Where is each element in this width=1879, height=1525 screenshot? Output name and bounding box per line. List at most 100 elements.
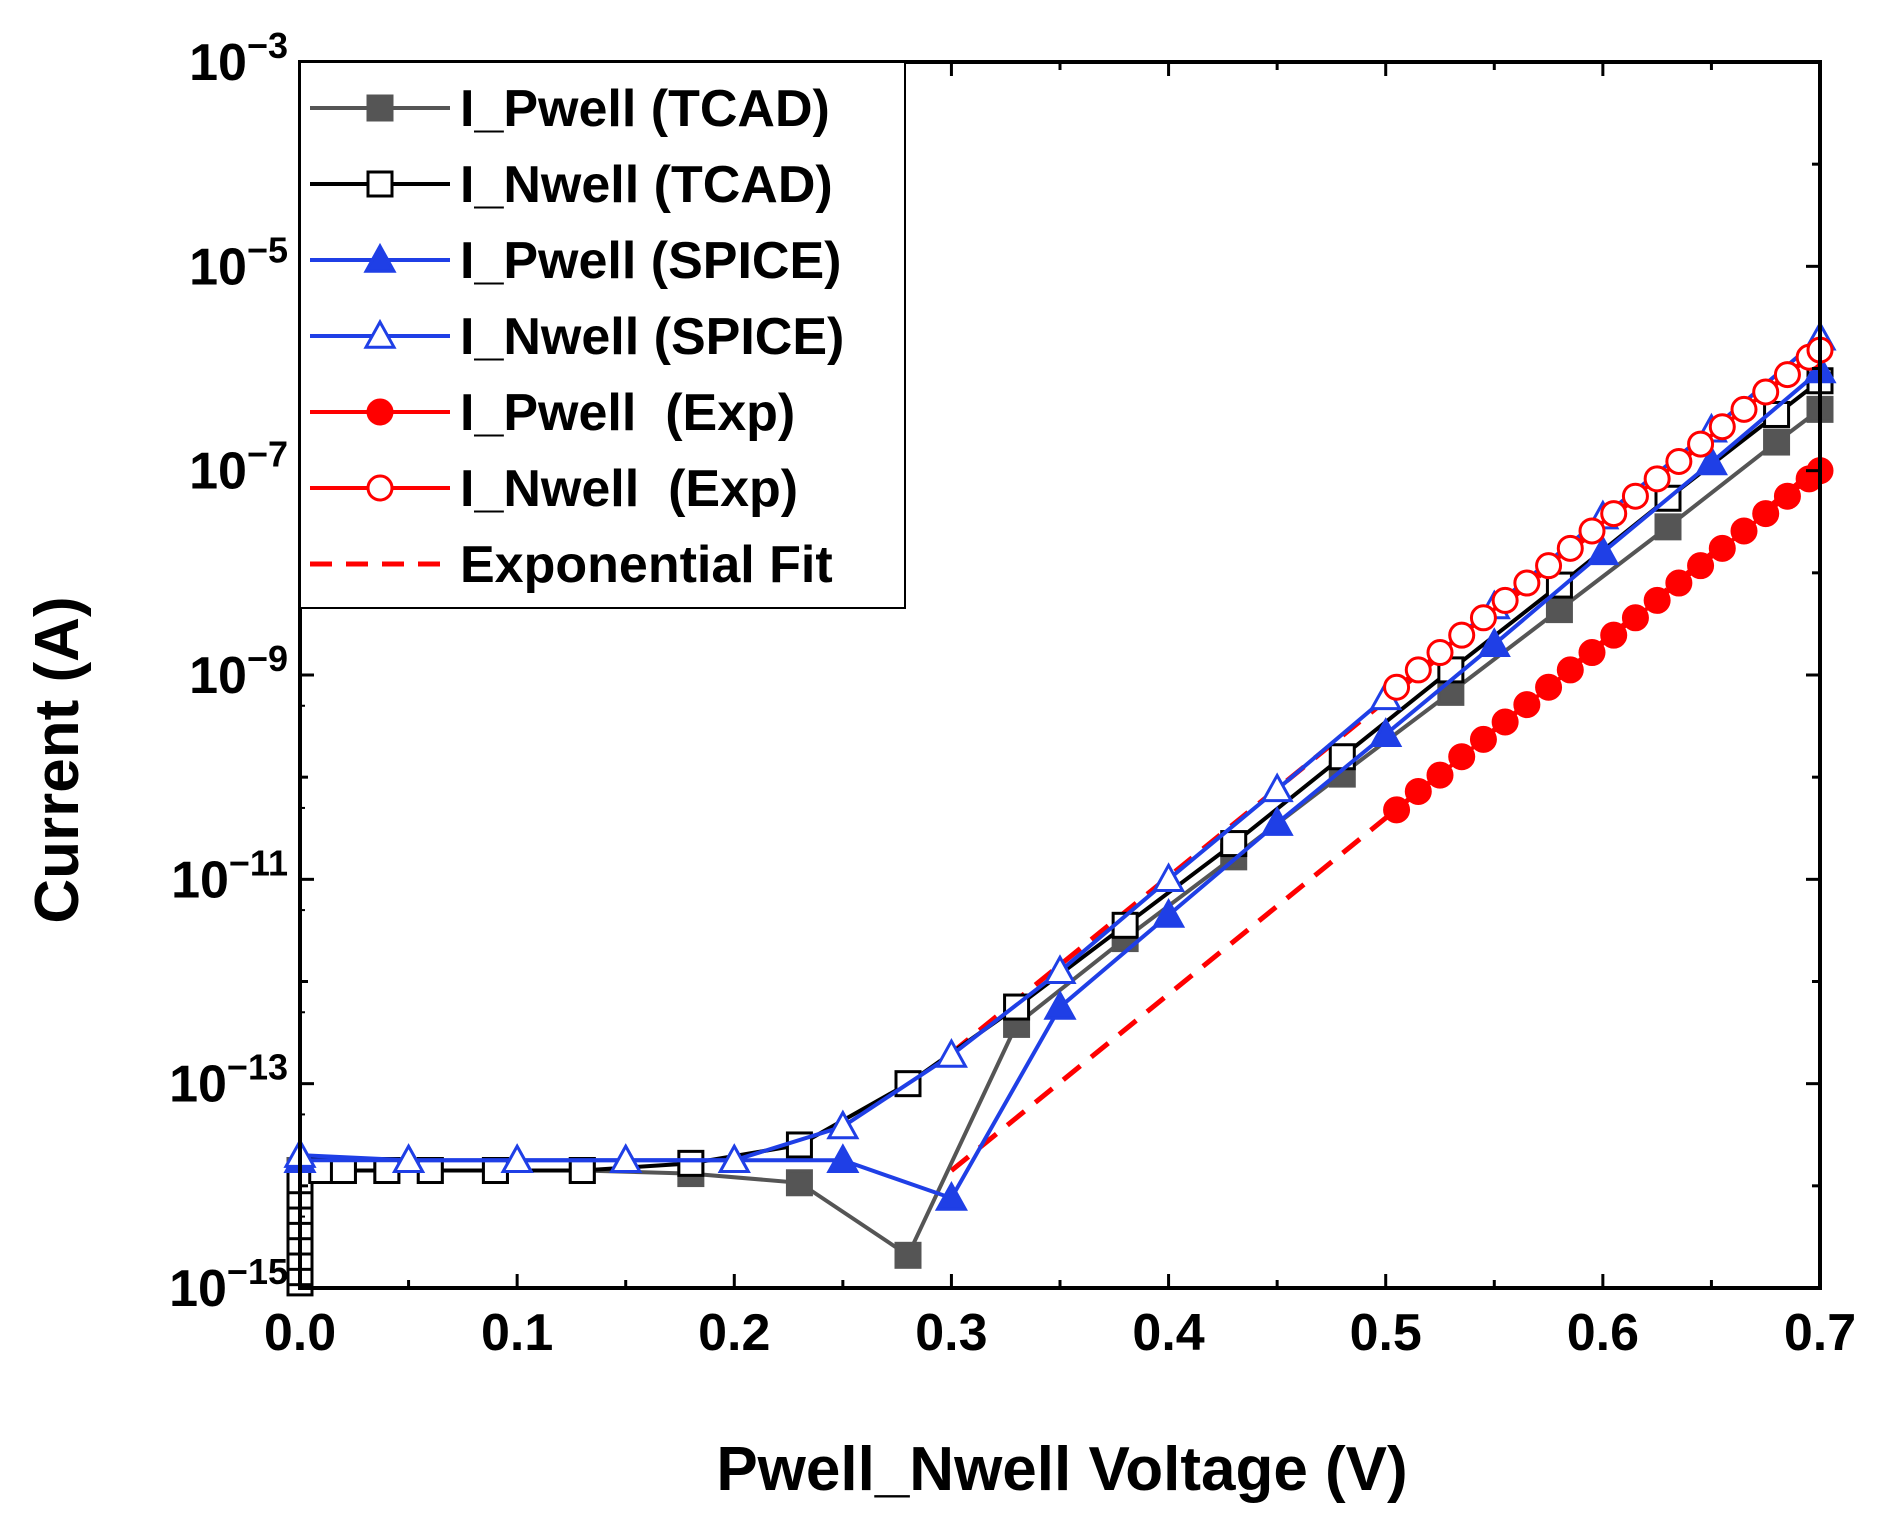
data-point	[1426, 761, 1454, 789]
data-point	[677, 1149, 705, 1177]
data-point	[1043, 954, 1077, 984]
series-5	[1383, 336, 1834, 701]
x-tick-label: 0.7	[1784, 1304, 1856, 1362]
data-point	[785, 1169, 813, 1197]
data-point	[1383, 796, 1411, 824]
data-point	[1535, 673, 1563, 701]
x-tick-label: 0.6	[1567, 1304, 1639, 1362]
data-point	[1687, 552, 1715, 580]
x-tick-label: 0.5	[1350, 1304, 1422, 1362]
data-point	[1578, 517, 1606, 545]
data-point	[717, 1143, 751, 1173]
y-tick-label: 10−3	[189, 25, 288, 92]
data-point	[1469, 725, 1497, 753]
legend-label: I_Nwell (TCAD)	[460, 156, 833, 214]
x-axis-title: Pwell_Nwell Voltage (V)	[716, 1435, 1407, 1504]
series-6	[949, 346, 1822, 1173]
data-point	[1586, 535, 1620, 566]
series-4	[1383, 457, 1834, 824]
legend-label: Exponential Fit	[460, 536, 833, 594]
data-point	[1469, 604, 1497, 632]
legend-item: I_Nwell (TCAD)	[310, 156, 833, 214]
legend-item: I_Pwell (Exp)	[310, 384, 795, 442]
data-point	[894, 1241, 922, 1269]
data-point	[1152, 862, 1186, 893]
y-tick-label: 10−13	[169, 1047, 288, 1114]
data-point	[1426, 639, 1454, 667]
data-point	[1369, 717, 1403, 747]
data-point	[1621, 482, 1649, 510]
legend-label: I_Pwell (Exp)	[460, 384, 795, 442]
data-point	[1535, 552, 1563, 580]
data-point	[1763, 428, 1791, 456]
series-layer	[283, 320, 1837, 1297]
data-point	[1600, 500, 1628, 528]
data-point	[1437, 678, 1465, 706]
legend-marker	[366, 94, 394, 122]
data-point	[1477, 627, 1511, 658]
x-tick-label: 0.1	[481, 1304, 553, 1362]
data-point	[609, 1143, 643, 1173]
y-tick-label: 10−5	[189, 229, 288, 296]
data-point	[1556, 534, 1584, 562]
data-point	[1654, 513, 1682, 541]
data-point	[1043, 989, 1077, 1020]
legend-item: I_Nwell (Exp)	[310, 460, 798, 518]
data-point	[1491, 586, 1519, 614]
data-point	[1260, 772, 1294, 803]
data-point	[1665, 569, 1693, 597]
data-point	[1600, 621, 1628, 649]
data-point	[1730, 395, 1758, 423]
data-point	[392, 1143, 426, 1173]
legend-marker	[363, 242, 397, 273]
data-point	[1752, 378, 1780, 406]
data-point	[1556, 656, 1584, 684]
legend-marker	[366, 474, 394, 502]
data-point	[500, 1143, 534, 1173]
legend-marker	[366, 170, 394, 198]
data-point	[568, 1157, 596, 1185]
legend-label: I_Nwell (SPICE)	[460, 308, 844, 366]
data-point	[1513, 569, 1541, 597]
data-point	[1665, 447, 1693, 475]
data-point	[1773, 361, 1801, 389]
x-tick-label: 0.2	[698, 1304, 770, 1362]
legend-marker	[366, 398, 394, 426]
data-point	[1578, 639, 1606, 667]
legend-marker	[363, 318, 397, 349]
data-point	[1773, 482, 1801, 510]
legend-item: Exponential Fit	[310, 536, 833, 594]
axes: 0.0 0.1 0.2 0.3 0.4 0.5 0.6 0.7 10−3 10−5 10−7 10−9…	[169, 25, 1856, 1362]
legend-label: I_Pwell (TCAD)	[460, 80, 830, 138]
data-point	[1404, 777, 1432, 805]
legend-label: I_Nwell (Exp)	[460, 460, 798, 518]
legend-item: I_Nwell (SPICE)	[310, 308, 844, 366]
legend-item: I_Pwell (SPICE)	[310, 232, 841, 290]
x-tick-label: 0.4	[1132, 1304, 1204, 1362]
data-point	[1752, 500, 1780, 528]
data-point	[1404, 656, 1432, 684]
y-tick-label: 10−7	[189, 434, 288, 501]
data-point	[826, 1109, 860, 1140]
data-point	[1708, 534, 1736, 562]
legend-label: I_Pwell (SPICE)	[460, 232, 841, 290]
data-point	[1694, 445, 1728, 476]
y-tick-label: 10−15	[169, 1251, 288, 1318]
data-point	[1491, 708, 1519, 736]
data-point	[1687, 430, 1715, 458]
data-point	[934, 1037, 968, 1068]
legend-item: I_Pwell (TCAD)	[310, 80, 830, 138]
data-point	[1643, 465, 1671, 493]
x-tick-label: 0.3	[915, 1304, 987, 1362]
data-point	[826, 1143, 860, 1173]
legend: I_Pwell (TCAD) I_Nwell (TCAD) I_Pwell (SPI…	[299, 61, 906, 609]
data-point	[934, 1181, 968, 1211]
y-tick-label: 10−11	[171, 842, 288, 909]
data-point	[1643, 586, 1671, 614]
data-point	[1545, 596, 1573, 624]
data-point	[1260, 806, 1294, 836]
x-tick-label: 0.0	[264, 1304, 336, 1362]
y-tick-label: 10−9	[189, 638, 288, 705]
data-point	[1152, 898, 1186, 928]
